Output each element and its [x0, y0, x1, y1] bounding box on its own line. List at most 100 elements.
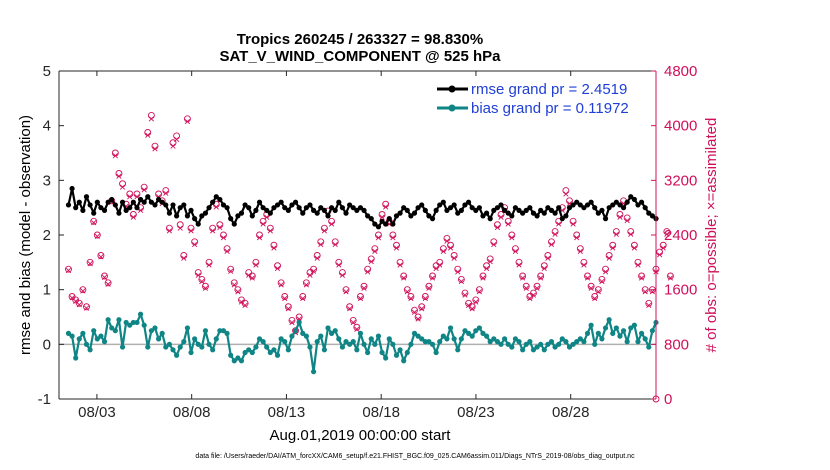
bias-point — [289, 333, 295, 339]
bias-point — [559, 336, 565, 342]
bias-point — [199, 344, 205, 350]
rmse-point — [318, 205, 324, 211]
obs-assimilated-marker — [606, 255, 612, 261]
bias-point — [181, 339, 187, 345]
obs-possible-marker — [645, 299, 653, 307]
rmse-point — [487, 216, 493, 222]
rmse-point — [94, 199, 100, 205]
rmse-point — [498, 202, 504, 208]
obs-possible-marker — [90, 217, 98, 225]
obs-assimilated-marker — [354, 326, 360, 332]
obs-possible-marker — [522, 282, 530, 290]
bias-point — [638, 330, 645, 336]
rmse-point — [588, 199, 594, 205]
x-axis-label: Aug.01,2019 00:00:00 start — [270, 427, 452, 444]
rmse-point — [213, 194, 219, 200]
x-tick-label: 08/18 — [362, 404, 400, 421]
rmse-point — [473, 207, 479, 213]
obs-assimilated-marker — [491, 241, 497, 248]
obs-assimilated-marker — [76, 302, 82, 308]
rmse-point — [559, 216, 565, 222]
bias-point — [83, 341, 90, 347]
obs-assimilated-marker — [498, 214, 504, 220]
obs-assimilated-marker — [462, 292, 468, 298]
rmse-point — [235, 213, 241, 219]
bias-point — [480, 330, 486, 336]
obs-assimilated-marker — [649, 289, 656, 295]
rmse-point — [292, 199, 299, 205]
obs-possible-marker — [418, 303, 426, 311]
y-left-tick-label: 4 — [43, 118, 51, 135]
obs-assimilated-marker — [256, 235, 263, 241]
obs-assimilated-marker — [541, 265, 547, 272]
bias-point — [408, 341, 414, 347]
x-tick-label: 08/03 — [78, 404, 116, 421]
obs-assimilated-marker — [130, 214, 136, 220]
obs-possible-marker — [68, 293, 76, 300]
bias-point — [152, 325, 158, 331]
rmse-point — [296, 205, 302, 211]
rmse-point — [649, 213, 655, 219]
y-left-tick-label: 3 — [43, 172, 51, 189]
rmse-point — [422, 207, 428, 213]
bias-point — [465, 330, 472, 336]
bias-point — [159, 330, 165, 336]
obs-possible-marker — [591, 293, 599, 300]
rmse-point — [401, 205, 407, 211]
obs-assimilated-marker — [523, 285, 529, 291]
obs-possible-marker — [425, 282, 433, 290]
bias-point — [372, 341, 378, 347]
rmse-point — [584, 202, 591, 208]
bias-point — [599, 336, 605, 342]
rmse-point — [354, 207, 360, 213]
obs-assimilated-marker — [278, 282, 284, 288]
rmse-point — [343, 210, 349, 216]
rmse-point — [465, 199, 472, 205]
obs-assimilated-marker — [534, 285, 540, 291]
rmse-point — [516, 207, 522, 213]
bias-point — [174, 352, 180, 358]
bias-point — [242, 349, 248, 356]
rmse-point — [437, 202, 443, 208]
y-right-tick-label: 4800 — [664, 63, 697, 80]
obs-assimilated-marker — [260, 221, 266, 227]
x-tick-label: 08/13 — [268, 404, 306, 421]
obs-assimilated-marker — [347, 306, 353, 312]
bias-point — [213, 336, 219, 342]
rmse-point — [155, 196, 162, 203]
obs-assimilated-marker — [483, 265, 490, 272]
chart-subtitle: SAT_V_WIND_COMPONENT @ 525 hPa — [219, 48, 501, 65]
obs-possible-marker — [353, 323, 361, 331]
rmse-point — [628, 194, 634, 200]
obs-assimilated-marker — [173, 136, 180, 142]
obs-assimilated-marker — [242, 302, 248, 309]
obs-assimilated-marker — [476, 289, 483, 295]
obs-possible-marker — [342, 286, 350, 294]
obs-assimilated-marker — [224, 248, 230, 255]
obs-assimilated-marker — [184, 118, 191, 125]
bias-point — [332, 328, 338, 334]
bias-point — [361, 341, 367, 347]
bias-point — [494, 339, 501, 345]
rmse-point — [361, 207, 367, 213]
rmse-point — [256, 199, 263, 205]
bias-point — [368, 336, 374, 342]
obs-assimilated-marker — [581, 262, 587, 268]
rmse-point — [73, 205, 79, 211]
rmse-point — [83, 194, 90, 200]
obs-assimilated-marker — [602, 269, 609, 275]
obs-assimilated-marker — [520, 275, 526, 281]
obs-possible-marker — [198, 275, 206, 283]
bias-point — [574, 339, 580, 345]
rmse-point — [137, 196, 144, 203]
rmse-point — [390, 221, 396, 227]
obs-possible-marker — [472, 296, 480, 304]
obs-possible-marker — [248, 272, 256, 280]
obs-assimilated-marker — [177, 225, 183, 231]
obs-assimilated-marker — [206, 262, 212, 268]
bias-point — [235, 355, 241, 361]
bias-point — [354, 347, 360, 353]
bias-point — [325, 325, 331, 331]
obs-possible-marker — [638, 272, 646, 280]
obs-possible-marker — [414, 313, 422, 321]
